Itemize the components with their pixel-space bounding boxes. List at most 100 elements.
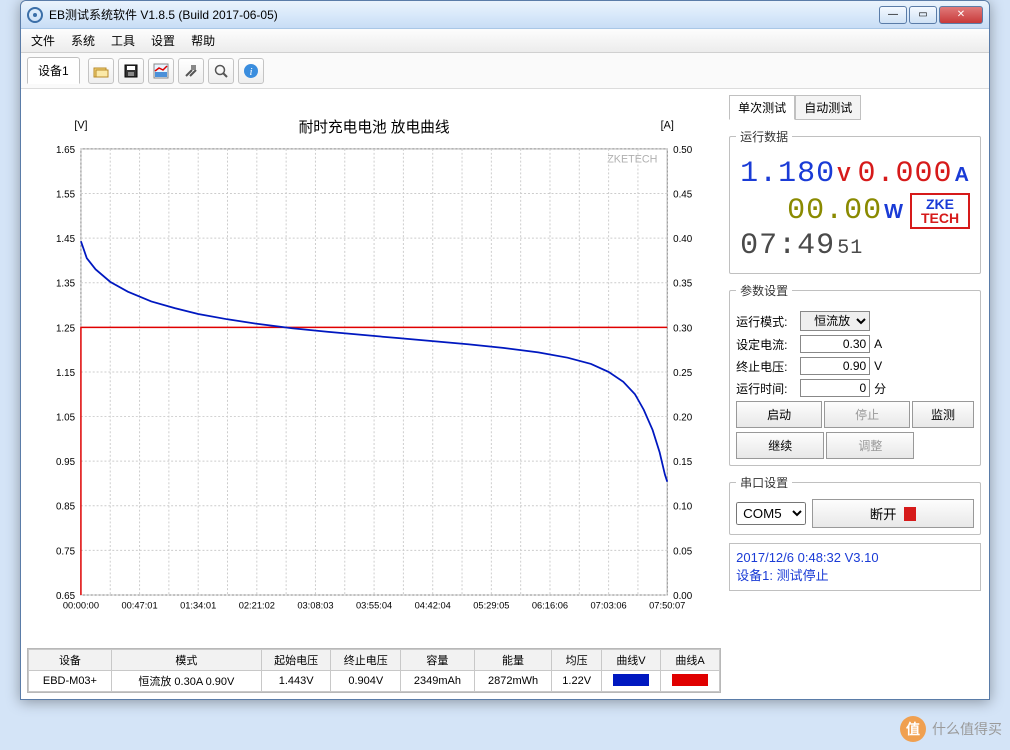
stop-button[interactable]: 停止: [824, 401, 910, 428]
td-vavg: 1.22V: [552, 671, 602, 692]
com-port-select[interactable]: COM5: [736, 502, 806, 525]
svg-text:1.65: 1.65: [56, 145, 76, 156]
svg-text:0.35: 0.35: [673, 279, 693, 290]
svg-text:0.15: 0.15: [673, 457, 693, 468]
menu-system[interactable]: 系统: [71, 32, 95, 49]
end-voltage-unit: V: [874, 359, 890, 373]
th-capacity: 容量: [401, 650, 475, 671]
status-panel: 2017/12/6 0:48:32 V3.10 设备1: 测试停止: [729, 543, 981, 591]
svg-text:0.95: 0.95: [56, 457, 76, 468]
toolbar: 设备1 i: [21, 53, 989, 89]
voltage-value: 1.180: [740, 157, 835, 191]
menubar: 文件 系统 工具 设置 帮助: [21, 29, 989, 53]
svg-text:0.30: 0.30: [673, 323, 693, 334]
svg-text:04:42:04: 04:42:04: [415, 601, 451, 611]
svg-text:ZKETECH: ZKETECH: [607, 154, 657, 166]
td-device: EBD-M03+: [29, 671, 112, 692]
svg-text:1.25: 1.25: [56, 323, 76, 334]
start-button[interactable]: 启动: [736, 401, 822, 428]
save-icon[interactable]: [118, 58, 144, 84]
device-tab[interactable]: 设备1: [27, 57, 80, 84]
svg-text:耐时充电电池 放电曲线: 耐时充电电池 放电曲线: [299, 119, 450, 136]
end-voltage-label: 终止电压:: [736, 358, 796, 375]
svg-text:1.55: 1.55: [56, 189, 76, 200]
close-button[interactable]: ✕: [939, 6, 983, 24]
svg-text:[V]: [V]: [74, 119, 87, 131]
svg-text:0.75: 0.75: [56, 546, 76, 557]
maximize-button[interactable]: ▭: [909, 6, 937, 24]
continue-button[interactable]: 继续: [736, 432, 824, 459]
menu-tools[interactable]: 工具: [111, 32, 135, 49]
svg-text:[A]: [A]: [661, 119, 674, 131]
run-time-label: 运行时间:: [736, 380, 796, 397]
svg-text:i: i: [249, 66, 252, 78]
svg-text:07:03:06: 07:03:06: [591, 601, 627, 611]
chart-icon[interactable]: [148, 58, 174, 84]
minimize-button[interactable]: —: [879, 6, 907, 24]
image-watermark: 值 什么值得买: [900, 716, 1002, 742]
content-area: 耐时充电电池 放电曲线[V][A]ZKETECH0.650.000.750.05…: [21, 89, 989, 699]
set-current-input[interactable]: [800, 335, 870, 353]
set-current-unit: A: [874, 337, 890, 351]
serial-panel: 串口设置 COM5 断开: [729, 474, 981, 535]
th-energy: 能量: [474, 650, 552, 671]
svg-text:1.05: 1.05: [56, 412, 76, 423]
display-legend: 运行数据: [736, 128, 792, 145]
svg-text:0.25: 0.25: [673, 368, 693, 379]
params-panel: 参数设置 运行模式:恒流放 设定电流:A 终止电压:V 运行时间:分 启动 停止…: [729, 282, 981, 466]
td-capacity: 2349mAh: [401, 671, 475, 692]
time-value: 07:49: [740, 229, 835, 263]
open-icon[interactable]: [88, 58, 114, 84]
th-vstart: 起始电压: [261, 650, 331, 671]
monitor-button[interactable]: 监测: [912, 401, 974, 428]
menu-file[interactable]: 文件: [31, 32, 55, 49]
tab-single-test[interactable]: 单次测试: [729, 95, 795, 120]
app-window: EB测试系统软件 V1.8.5 (Build 2017-06-05) — ▭ ✕…: [20, 0, 990, 700]
menu-settings[interactable]: 设置: [151, 32, 175, 49]
settings-icon[interactable]: [178, 58, 204, 84]
svg-text:1.35: 1.35: [56, 279, 76, 290]
th-device: 设备: [29, 650, 112, 671]
mode-select[interactable]: 恒流放: [800, 311, 870, 331]
watermark-text: 什么值得买: [932, 719, 1002, 739]
th-mode: 模式: [111, 650, 261, 671]
svg-text:06:16:06: 06:16:06: [532, 601, 568, 611]
svg-text:03:08:03: 03:08:03: [297, 601, 333, 611]
chart-area: 耐时充电电池 放电曲线[V][A]ZKETECH0.650.000.750.05…: [27, 95, 721, 644]
time-sec: 51: [837, 237, 863, 260]
run-time-input[interactable]: [800, 379, 870, 397]
app-icon: [27, 7, 43, 23]
table-header-row: 设备 模式 起始电压 终止电压 容量 能量 均压 曲线V 曲线A: [29, 650, 720, 671]
titlebar: EB测试系统软件 V1.8.5 (Build 2017-06-05) — ▭ ✕: [21, 1, 989, 29]
disconnect-button[interactable]: 断开: [812, 499, 974, 528]
serial-legend: 串口设置: [736, 474, 792, 491]
svg-text:0.45: 0.45: [673, 189, 693, 200]
td-energy: 2872mWh: [474, 671, 552, 692]
left-pane: 耐时充电电池 放电曲线[V][A]ZKETECH0.650.000.750.05…: [21, 89, 727, 699]
voltage-unit: V: [837, 164, 851, 187]
menu-help[interactable]: 帮助: [191, 32, 215, 49]
right-pane: 单次测试 自动测试 运行数据 1.180V 0.000A 00.00W ZKET…: [727, 89, 989, 699]
run-time-unit: 分: [874, 380, 890, 397]
end-voltage-input[interactable]: [800, 357, 870, 375]
status-line-1: 2017/12/6 0:48:32 V3.10: [736, 550, 974, 565]
svg-text:0.85: 0.85: [56, 502, 76, 513]
current-value: 0.000: [858, 157, 953, 191]
th-colora: 曲线A: [661, 650, 720, 671]
status-line-2: 设备1: 测试停止: [736, 565, 974, 584]
power-unit: W: [884, 201, 904, 224]
td-colorv: [601, 671, 660, 692]
info-icon[interactable]: i: [238, 58, 264, 84]
td-mode: 恒流放 0.30A 0.90V: [111, 671, 261, 692]
power-value: 00.00: [787, 194, 882, 228]
zketech-logo: ZKETECH: [910, 193, 970, 229]
th-vavg: 均压: [552, 650, 602, 671]
tab-auto-test[interactable]: 自动测试: [795, 95, 861, 120]
mode-label: 运行模式:: [736, 313, 796, 330]
window-title: EB测试系统软件 V1.8.5 (Build 2017-06-05): [49, 6, 877, 23]
svg-text:00:47:01: 00:47:01: [121, 601, 157, 611]
svg-text:00:00:00: 00:00:00: [63, 601, 99, 611]
svg-text:02:21:02: 02:21:02: [239, 601, 275, 611]
search-icon[interactable]: [208, 58, 234, 84]
adjust-button[interactable]: 调整: [826, 432, 914, 459]
